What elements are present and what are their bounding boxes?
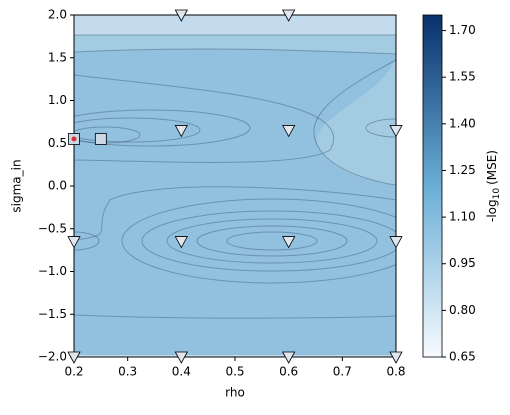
triangle-marker	[281, 9, 296, 22]
y-tick-label: 0.0	[48, 179, 67, 193]
colorbar-label-suffix: (MSE)	[485, 150, 499, 185]
triangle-marker	[174, 9, 189, 22]
colorbar-tick-label: 1.25	[449, 163, 476, 177]
triangle-marker	[174, 236, 189, 249]
y-tick-label: −1.5	[38, 307, 67, 321]
triangle-marker	[174, 351, 189, 364]
x-axis-label: rho	[225, 386, 245, 400]
colorbar-tick-label: 1.55	[449, 70, 476, 84]
square-marker	[94, 133, 107, 145]
triangle-marker	[67, 236, 81, 249]
y-tick-label: 1.0	[48, 93, 67, 107]
colorbar-label-prefix: -log	[485, 199, 499, 222]
colorbar-tick-label: 0.80	[449, 303, 476, 317]
y-axis-label: sigma_in	[10, 159, 24, 212]
x-tick-label: 0.8	[386, 365, 405, 379]
y-tick-label: −0.5	[38, 221, 67, 235]
y-tick-label: 1.5	[48, 50, 67, 64]
triangle-marker	[67, 351, 81, 364]
triangle-marker	[389, 351, 403, 364]
colorbar-label: -log10 (MSE)	[485, 150, 502, 222]
x-tick-label: 0.7	[333, 365, 352, 379]
y-tick-label: 2.0	[48, 8, 67, 22]
colorbar-tick-label: 1.40	[449, 116, 476, 130]
x-tick-label: 0.5	[225, 365, 244, 379]
colorbar-label-subscript: 10	[492, 188, 502, 200]
triangle-marker	[281, 351, 296, 364]
x-tick-label: 0.6	[279, 365, 298, 379]
x-tick-label: 0.2	[64, 365, 83, 379]
colorbar-tick-label: 1.10	[449, 210, 476, 224]
colorbar-tick-label: 0.65	[449, 350, 476, 364]
colorbar	[422, 14, 443, 358]
colorbar-tick-label: 1.70	[449, 23, 476, 37]
y-tick-label: −2.0	[38, 350, 67, 364]
y-tick-label: 0.5	[48, 136, 67, 150]
y-tick-label: −1.0	[38, 264, 67, 278]
triangle-marker	[281, 125, 296, 138]
x-tick-label: 0.3	[118, 365, 137, 379]
triangle-marker	[281, 236, 296, 249]
best-marker	[71, 136, 77, 142]
x-tick-label: 0.4	[172, 365, 191, 379]
colorbar-tick-label: 0.95	[449, 256, 476, 270]
contour-field	[74, 15, 396, 357]
triangle-marker	[174, 125, 189, 138]
triangle-marker	[389, 236, 403, 249]
triangle-marker	[389, 125, 403, 138]
